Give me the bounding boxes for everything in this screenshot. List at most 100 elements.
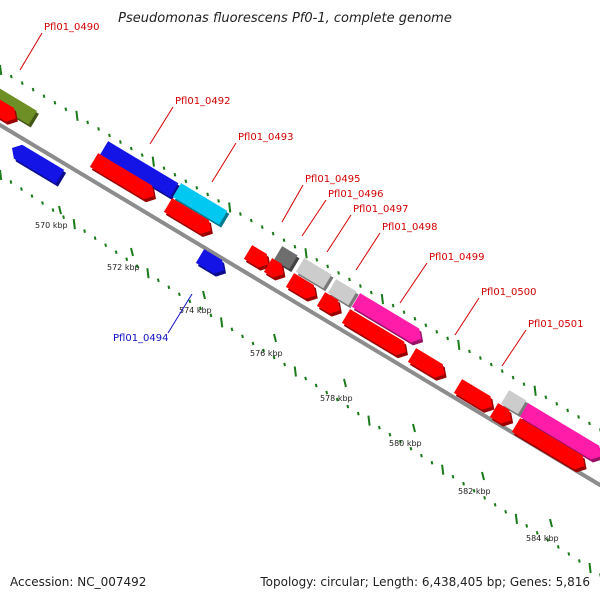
outer-tick [413, 316, 417, 321]
inner-tick [125, 257, 129, 262]
gene-pfl01-0501[interactable] [519, 403, 600, 463]
gene-pfl01-0497-face [327, 279, 357, 306]
callout-line [326, 214, 352, 253]
gene-pfl01-0498[interactable] [351, 293, 424, 346]
gene-pfl01-0497[interactable] [327, 279, 359, 309]
inner-tick [346, 404, 350, 409]
gene-pfl01-0500[interactable] [500, 390, 529, 418]
gene-label[interactable]: Pfl01_0494 [113, 333, 169, 344]
outer-tick [31, 87, 35, 92]
inner-tick [556, 545, 560, 549]
inner-tick [535, 531, 539, 535]
cds-0498a[interactable] [316, 292, 342, 317]
outer-tick-ring [0, 64, 600, 432]
outer-tick [566, 408, 570, 413]
tick-label: 582 kbp [458, 487, 491, 496]
outer-tick [522, 382, 526, 387]
gene-pfl01-0496[interactable] [295, 258, 334, 292]
cds-0490-face [0, 99, 16, 122]
outer-tick [588, 421, 591, 426]
outer-tick [544, 395, 548, 400]
gene-label[interactable]: Pfl01_0501 [528, 319, 584, 330]
callout-line [454, 297, 480, 336]
cds-0499[interactable] [407, 348, 447, 381]
gene-label[interactable]: Pfl01_0498 [382, 222, 438, 233]
gene-label[interactable]: Pfl01_0499 [429, 252, 485, 263]
cds-0500b-face [489, 403, 512, 424]
outer-tick [457, 339, 461, 351]
tick-label: 576 kbp [250, 349, 283, 358]
accession-text: Accession: NC_007492 [10, 575, 146, 589]
genome-backbone [0, 123, 600, 487]
outer-tick [500, 369, 504, 373]
gene-label[interactable]: Pfl01_0496 [328, 189, 384, 200]
outer-tick [479, 356, 482, 360]
cds-0490[interactable] [0, 93, 18, 125]
inner-tick [177, 292, 181, 297]
gene-pfl01-0490-face [0, 88, 37, 125]
cds-0500a[interactable] [453, 379, 495, 413]
gene-pfl01-0494[interactable] [195, 249, 226, 277]
outer-tick [140, 153, 144, 157]
gene-pfl01-0494-face [195, 249, 224, 274]
outer-tick [337, 271, 340, 275]
tick-label: 580 kbp [389, 439, 422, 448]
tick-label-group: 570 kbp 572 kbp 574 kbp 576 kbp 578 kbp 580 k… [35, 205, 559, 543]
tick-major-mark [58, 205, 62, 215]
inner-tick [325, 390, 329, 395]
gene-label[interactable]: Pfl01_0490 [44, 22, 100, 33]
tick-major-mark [130, 247, 134, 257]
gene-pfl01-0492[interactable] [99, 141, 181, 201]
inner-tick [104, 243, 108, 248]
gene-reverse-a-face [12, 144, 65, 184]
inner-tick [156, 278, 160, 283]
gene-label[interactable]: Pfl01_0500 [481, 287, 537, 298]
gene-label[interactable]: Pfl01_0493 [238, 132, 294, 143]
cds-0500a-face [453, 379, 493, 410]
inner-tick [41, 201, 44, 205]
gene-label[interactable]: Pfl01_0495 [305, 174, 361, 185]
cds-0500b[interactable] [489, 403, 514, 427]
outer-tick [326, 264, 330, 269]
gene-label[interactable]: Pfl01_0492 [175, 96, 231, 107]
inner-tick [9, 180, 13, 184]
outer-tick [20, 81, 24, 85]
gene-pfl01-0493[interactable] [172, 183, 230, 228]
cds-0493[interactable] [163, 198, 213, 237]
gene-pfl01-0490[interactable] [0, 85, 39, 128]
outer-tick [129, 146, 133, 151]
inner-tick [0, 169, 3, 181]
cds-0497-face [285, 273, 316, 299]
outer-tick [435, 329, 439, 334]
cds-0501[interactable] [511, 418, 587, 473]
cds-0495[interactable] [243, 245, 271, 271]
tick-major-mark [343, 378, 347, 388]
outer-tick [424, 323, 428, 328]
gene-pfl01-0498-face [351, 293, 422, 343]
cds-0492[interactable] [89, 153, 156, 203]
genome-info-text: Topology: circular; Length: 6,438,405 bp… [259, 575, 590, 589]
outer-tick [119, 140, 122, 144]
outer-tick [239, 212, 242, 216]
inner-tick [304, 376, 308, 381]
tick-label: 574 kbp [179, 306, 212, 315]
cds-0496[interactable] [263, 258, 286, 281]
inner-tick [293, 366, 297, 377]
outer-tick [391, 303, 395, 308]
cds-0497[interactable] [285, 273, 318, 302]
inner-tick [188, 299, 192, 304]
outer-tick [0, 64, 3, 76]
inner-tick [399, 439, 402, 444]
inner-tick [356, 411, 360, 416]
inner-tick [114, 250, 118, 255]
inner-tick [525, 524, 529, 528]
inner-tick [483, 495, 486, 500]
gene-label[interactable]: Pfl01_0497 [353, 204, 409, 215]
outer-tick [369, 290, 373, 295]
cds-0493-face [163, 198, 211, 234]
cds-0498b[interactable] [341, 309, 408, 359]
outer-tick [97, 127, 100, 131]
inner-tick [135, 264, 139, 269]
gene-reverse-a[interactable] [12, 144, 67, 187]
